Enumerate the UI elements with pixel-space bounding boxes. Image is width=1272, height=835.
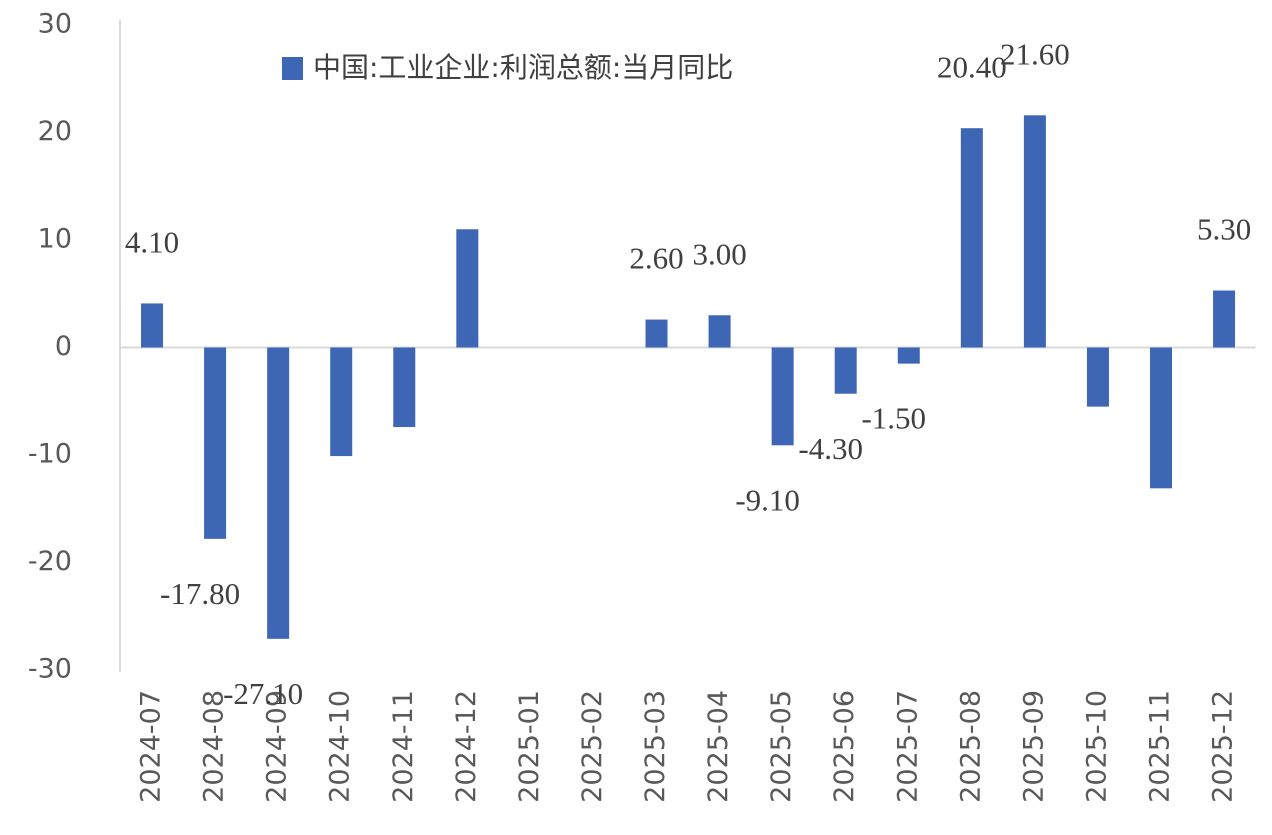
legend-swatch	[282, 57, 303, 80]
bar	[771, 347, 794, 446]
x-tick-label: 2024-08	[199, 690, 230, 803]
x-tick-label: 2025-06	[829, 690, 860, 803]
bar	[267, 347, 290, 639]
data-label: 5.30	[1197, 212, 1251, 247]
x-tick-label: 2025-08	[955, 690, 986, 803]
y-tick-label: 20	[38, 116, 72, 147]
x-tick-label: 2025-02	[577, 690, 608, 803]
x-tick-label: 2025-10	[1081, 690, 1112, 803]
x-tick-label: 2025-03	[640, 690, 671, 803]
legend-label: 中国:工业企业:利润总额:当月同比	[313, 51, 733, 84]
data-label: 4.10	[125, 225, 179, 260]
bar	[1023, 115, 1046, 348]
x-tick-label: 2025-07	[892, 690, 923, 803]
bar	[141, 303, 164, 348]
y-tick-label: 0	[55, 331, 72, 362]
bar	[834, 347, 857, 394]
bar	[1150, 347, 1173, 489]
y-tick-label: -30	[28, 654, 72, 685]
bar	[1213, 290, 1236, 348]
x-tick-label: 2024-10	[325, 690, 356, 803]
x-tick-label: 2024-12	[451, 690, 482, 803]
data-label: -4.30	[798, 431, 863, 466]
x-tick-label: 2025-12	[1208, 690, 1239, 803]
x-tick-label: 2024-09	[262, 690, 293, 803]
data-label: -9.10	[735, 482, 800, 517]
bar	[897, 347, 920, 364]
data-label: 2.60	[629, 241, 683, 276]
data-label: 3.00	[692, 236, 746, 271]
data-label: -1.50	[861, 401, 926, 436]
x-tick-label: 2025-11	[1145, 690, 1176, 803]
bar	[960, 128, 983, 348]
y-tick-label: -10	[28, 439, 72, 470]
data-label: -17.80	[160, 576, 240, 611]
x-tick-label: 2025-01	[514, 690, 545, 803]
data-label: -27.10	[223, 676, 303, 711]
y-tick-label: 30	[38, 9, 72, 40]
bar	[456, 229, 479, 348]
bar	[393, 347, 416, 428]
y-tick-label: -20	[28, 546, 72, 577]
x-tick-label: 2024-07	[136, 690, 167, 803]
bar	[204, 347, 227, 539]
x-tick-label: 2025-05	[766, 690, 797, 803]
bar	[708, 315, 731, 348]
data-label: 20.40	[937, 49, 1007, 84]
bar	[645, 319, 668, 348]
x-tick-label: 2024-11	[388, 690, 419, 803]
y-tick-label: 10	[38, 224, 72, 255]
data-label: 21.60	[1000, 36, 1070, 71]
x-tick-label: 2025-04	[703, 690, 734, 803]
x-tick-label: 2025-09	[1018, 690, 1049, 803]
bar	[330, 347, 353, 457]
bar	[1086, 347, 1109, 407]
